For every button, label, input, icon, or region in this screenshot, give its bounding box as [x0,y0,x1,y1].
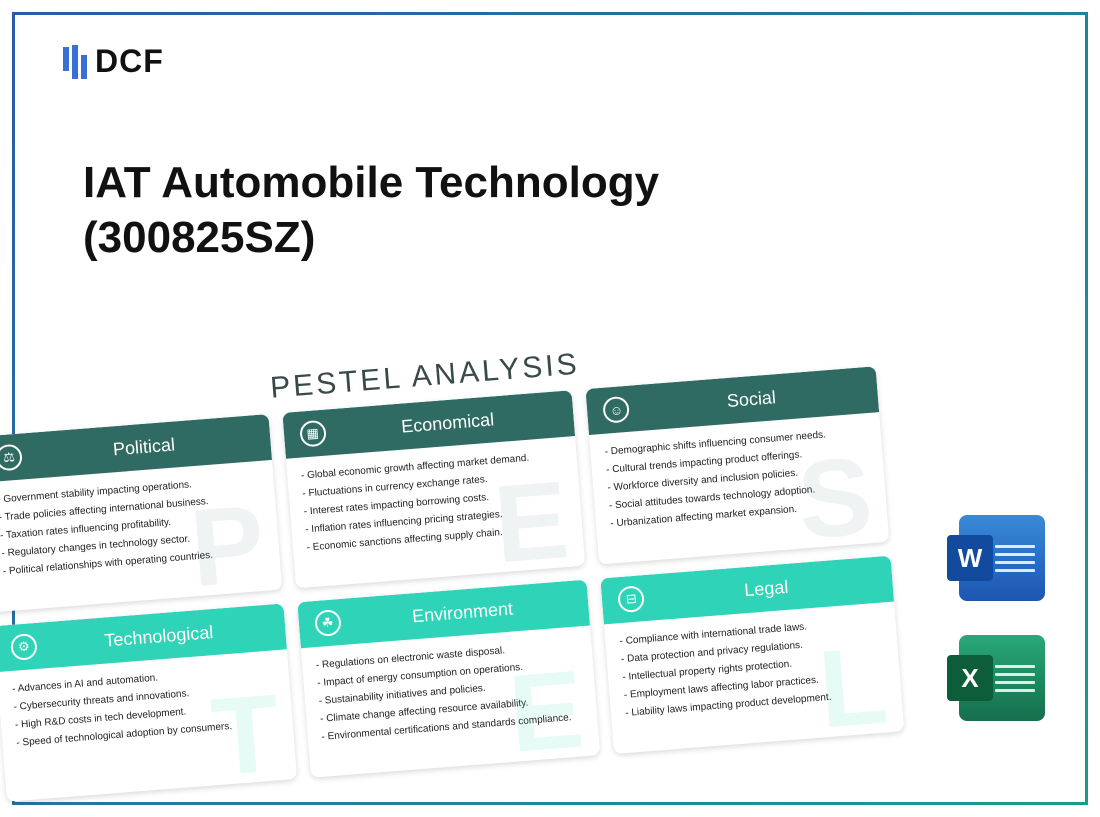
logo: DCF [63,43,164,80]
card-title: Environment [352,593,574,631]
card-environment: ☘Environment ERegulations on electronic … [297,580,601,778]
card-list: Regulations on electronic waste disposal… [315,637,584,747]
scales-icon: ⚖ [0,444,23,472]
card-title: Economical [337,404,559,442]
card-legal: ⊟Legal LCompliance with international tr… [601,556,905,754]
gear-icon: ⚙ [10,633,38,661]
page-frame: DCF IAT Automobile Technology (300825SZ)… [12,12,1088,805]
card-political: ⚖Political PGovernment stability impacti… [0,414,282,612]
card-title: Social [641,380,863,418]
pestel-diagram: PESTEL ANALYSIS ⚖Political PGovernment s… [0,324,904,801]
card-list: Global economic growth affecting market … [300,447,569,557]
excel-icon: X [959,635,1045,721]
card-title: Political [33,428,255,466]
word-icon: W [959,515,1045,601]
card-economical: ▦Economical EGlobal economic growth affe… [282,390,586,588]
word-badge: W [947,535,993,581]
card-title: Legal [655,569,877,607]
logo-mark [63,45,87,79]
person-icon: ☺ [602,396,630,424]
card-social: ☺Social SDemographic shifts influencing … [586,366,890,564]
leaf-icon: ☘ [314,609,342,637]
title-line-2: (300825SZ) [83,213,315,262]
pestel-grid: ⚖Political PGovernment stability impacti… [0,366,904,801]
card-title: Technological [48,617,270,655]
card-list: Compliance with international trade laws… [619,613,888,723]
excel-badge: X [947,655,993,701]
page-title: IAT Automobile Technology (300825SZ) [83,155,659,265]
card-technological: ⚙Technological TAdvances in AI and autom… [0,603,297,801]
card-list: Government stability impacting operation… [0,471,266,581]
card-list: Advances in AI and automation.Cybersecur… [12,660,279,752]
app-icons: W X [959,515,1045,721]
logo-text: DCF [95,43,164,80]
card-list: Demographic shifts influencing consumer … [604,423,873,533]
chart-icon: ▦ [299,420,327,448]
briefcase-icon: ⊟ [617,585,645,613]
title-line-1: IAT Automobile Technology [83,158,659,207]
